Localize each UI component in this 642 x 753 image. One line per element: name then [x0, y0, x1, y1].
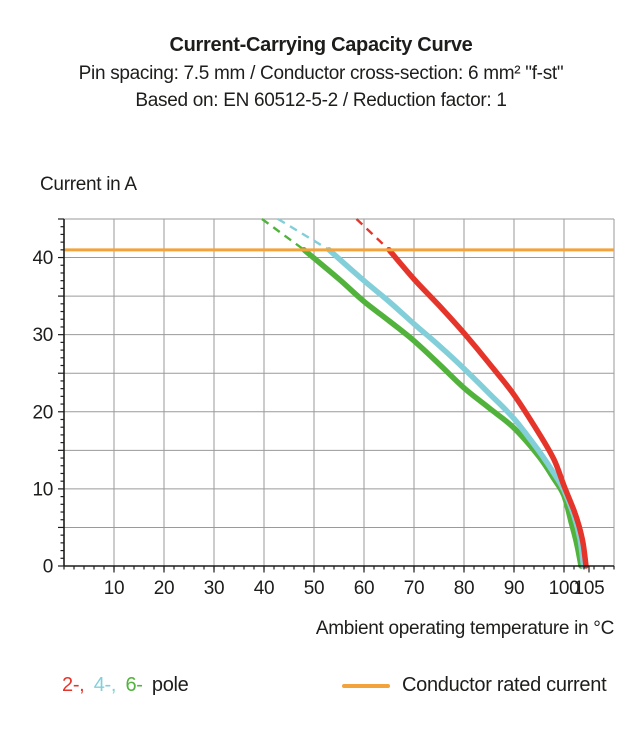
svg-text:80: 80 — [454, 578, 475, 599]
svg-text:10: 10 — [32, 479, 53, 500]
legend-pole-2: 2-, — [62, 674, 85, 696]
svg-text:10: 10 — [104, 578, 125, 599]
svg-text:90: 90 — [504, 578, 525, 599]
svg-text:70: 70 — [404, 578, 425, 599]
svg-text:40: 40 — [254, 578, 275, 599]
chart-subtitle-spec: Pin spacing: 7.5 mm / Conductor cross-se… — [78, 63, 564, 84]
svg-text:40: 40 — [32, 248, 53, 269]
svg-text:0: 0 — [43, 557, 53, 578]
legend-poles-suffix: pole — [151, 674, 189, 696]
legend: 2-, 4-, 6- pole Conductor rated current — [0, 674, 642, 702]
legend-pole-6: 6- — [125, 674, 143, 696]
x-axis-title: Ambient operating temperature in °C — [315, 618, 614, 639]
chart-title: Current-Carrying Capacity Curve — [169, 34, 473, 56]
chart-subtitle-standard: Based on: EN 60512-5-2 / Reduction facto… — [135, 90, 507, 111]
svg-text:60: 60 — [354, 578, 375, 599]
svg-text:30: 30 — [204, 578, 225, 599]
svg-text:50: 50 — [304, 578, 325, 599]
svg-text:30: 30 — [32, 325, 53, 346]
svg-text:100: 100 — [549, 578, 580, 599]
svg-text:105: 105 — [574, 578, 605, 599]
chart-header: Current-Carrying Capacity Curve Pin spac… — [0, 30, 642, 114]
legend-pole-4: 4-, — [93, 674, 117, 696]
y-axis-title: Current in A — [40, 174, 137, 195]
legend-rated-current-label: Conductor rated current — [402, 674, 607, 696]
svg-text:20: 20 — [154, 578, 175, 599]
legend-poles: 2-, 4-, 6- pole — [62, 674, 193, 697]
svg-text:20: 20 — [32, 402, 53, 423]
legend-rated-current: Conductor rated current — [342, 674, 607, 697]
rated-current-line-swatch — [342, 683, 390, 688]
